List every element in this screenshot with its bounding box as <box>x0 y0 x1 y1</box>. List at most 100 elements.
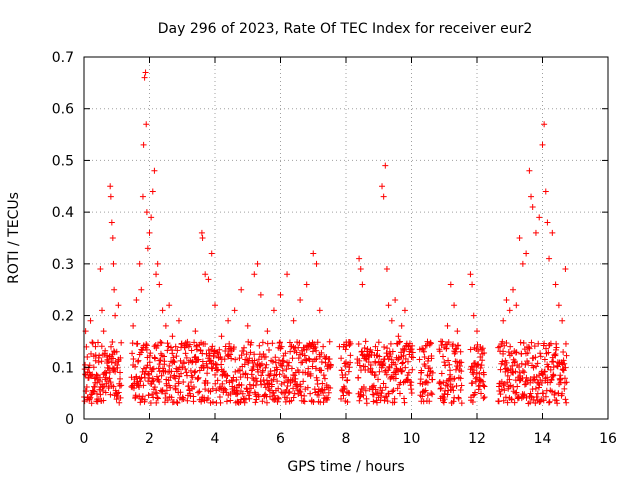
data-point <box>383 350 390 357</box>
data-point <box>392 297 399 304</box>
data-point <box>251 351 258 358</box>
data-point <box>259 367 266 374</box>
data-point <box>157 357 164 364</box>
data-point <box>540 371 547 378</box>
data-point <box>192 368 199 375</box>
data-point <box>395 333 402 340</box>
data-point <box>501 387 508 394</box>
data-point <box>341 385 348 392</box>
data-point <box>246 381 253 388</box>
data-point <box>457 375 464 382</box>
data-point <box>347 352 354 359</box>
data-point <box>314 339 321 346</box>
data-point <box>391 395 398 402</box>
data-point <box>562 340 569 347</box>
data-point <box>536 214 543 221</box>
data-point <box>299 359 306 366</box>
data-point <box>559 317 566 324</box>
data-point <box>423 378 430 385</box>
data-point <box>279 357 286 364</box>
data-point <box>143 342 150 349</box>
data-point <box>151 384 158 391</box>
data-point <box>383 371 390 378</box>
data-point <box>300 378 307 385</box>
data-point <box>559 390 566 397</box>
data-point <box>511 359 518 366</box>
data-point <box>384 345 391 352</box>
data-point <box>396 338 403 345</box>
data-point <box>114 364 121 371</box>
data-point <box>499 358 506 365</box>
data-point <box>327 364 334 371</box>
data-point <box>563 352 570 359</box>
data-point <box>265 347 272 354</box>
data-point <box>167 384 174 391</box>
data-point <box>380 193 387 200</box>
data-point <box>285 362 292 369</box>
data-point <box>242 370 249 377</box>
data-point <box>528 393 535 400</box>
data-point <box>154 260 161 267</box>
data-point <box>356 357 363 364</box>
x-tick-label: 10 <box>403 431 421 447</box>
data-point <box>305 365 312 372</box>
data-point <box>305 355 312 362</box>
data-point <box>499 338 506 345</box>
data-point <box>109 235 116 241</box>
data-point <box>471 367 478 374</box>
data-point <box>195 374 202 381</box>
data-point <box>258 372 265 379</box>
data-point <box>528 193 535 200</box>
data-point <box>286 339 293 346</box>
data-point <box>268 381 275 388</box>
data-point <box>92 343 99 350</box>
data-point <box>541 368 548 375</box>
data-point <box>445 339 452 346</box>
data-point <box>188 347 195 354</box>
data-point <box>541 340 548 347</box>
data-point <box>554 400 561 407</box>
data-point <box>153 271 160 278</box>
data-point <box>208 250 215 257</box>
data-point <box>145 378 152 385</box>
data-point <box>169 333 176 340</box>
data-point <box>419 381 426 388</box>
data-point <box>290 317 297 324</box>
data-point <box>376 353 383 360</box>
data-point <box>183 354 190 361</box>
data-point <box>467 346 474 353</box>
data-point <box>162 322 169 329</box>
data-point <box>313 347 320 354</box>
data-point <box>173 398 180 405</box>
data-point <box>140 141 147 148</box>
data-point <box>327 362 334 369</box>
data-point <box>561 360 568 367</box>
data-point <box>479 378 486 385</box>
data-point <box>453 383 460 390</box>
data-point <box>481 383 488 390</box>
data-point <box>438 385 445 392</box>
data-point <box>113 396 120 403</box>
data-point <box>102 347 109 354</box>
data-point <box>279 367 286 374</box>
data-point <box>363 400 370 407</box>
data-point <box>511 399 518 406</box>
data-point <box>219 380 226 387</box>
data-point <box>457 386 464 393</box>
data-point <box>129 350 136 357</box>
data-point <box>91 375 98 382</box>
data-point <box>495 344 502 351</box>
data-point <box>247 349 254 356</box>
data-point <box>374 347 381 354</box>
axis-ticks: 0 2 4 6 8 10 12 14 16 0 0.1 0.2 0.3 0.4 0.5 0.6 0.7 <box>52 50 617 447</box>
data-point <box>510 286 517 293</box>
data-point <box>381 397 388 404</box>
data-point <box>214 377 221 384</box>
data-point <box>508 396 515 403</box>
data-point <box>513 349 520 356</box>
data-point <box>372 343 379 350</box>
data-point <box>170 354 177 361</box>
x-tick-label: 14 <box>534 431 552 447</box>
data-point <box>270 307 277 314</box>
data-point <box>209 343 216 350</box>
